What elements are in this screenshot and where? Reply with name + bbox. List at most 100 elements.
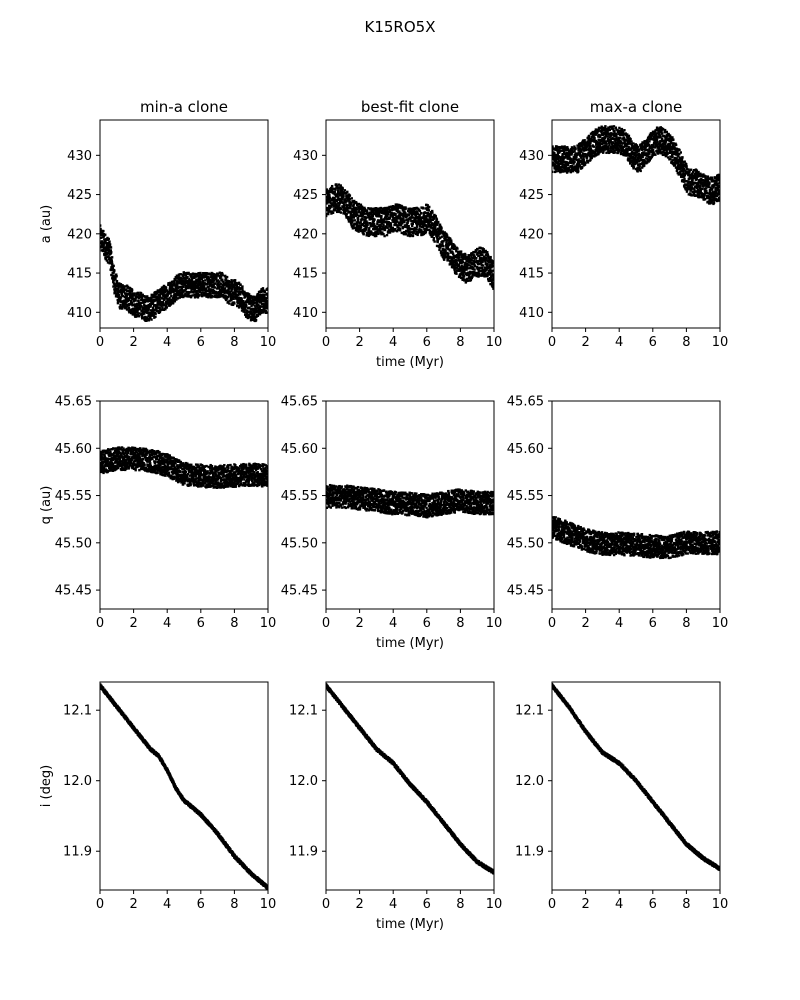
data-point bbox=[640, 146, 644, 150]
data-point bbox=[442, 245, 445, 248]
data-point bbox=[326, 189, 329, 192]
data-point bbox=[114, 295, 118, 298]
data-point bbox=[252, 298, 256, 302]
data-point bbox=[358, 205, 361, 208]
data-point bbox=[364, 212, 367, 215]
data-point bbox=[596, 147, 599, 150]
data-point bbox=[238, 293, 242, 296]
data-point bbox=[220, 287, 223, 290]
data-point bbox=[436, 221, 440, 224]
data-point bbox=[251, 303, 255, 306]
data-point bbox=[197, 277, 200, 281]
data-point bbox=[445, 234, 449, 237]
data-point bbox=[634, 159, 638, 163]
data-point bbox=[462, 253, 465, 256]
data-point bbox=[396, 209, 399, 212]
data-point bbox=[587, 152, 590, 156]
data-point bbox=[420, 216, 423, 219]
data-point bbox=[596, 129, 600, 133]
data-point bbox=[121, 304, 125, 308]
data-point bbox=[483, 275, 486, 278]
data-point bbox=[108, 240, 111, 243]
data-point bbox=[442, 233, 445, 236]
data-point bbox=[177, 274, 180, 278]
data-point bbox=[651, 134, 654, 137]
data-point bbox=[492, 261, 494, 265]
data-point bbox=[553, 147, 556, 150]
data-point bbox=[175, 298, 178, 301]
data-point bbox=[394, 220, 398, 224]
data-point bbox=[175, 274, 179, 277]
x-tick-label: 4 bbox=[389, 335, 397, 350]
data-point bbox=[407, 213, 411, 217]
data-point bbox=[384, 215, 388, 218]
data-point bbox=[606, 130, 609, 133]
data-point bbox=[397, 221, 401, 225]
data-point bbox=[152, 307, 155, 310]
data-point bbox=[570, 158, 573, 161]
data-point bbox=[386, 214, 389, 218]
data-point bbox=[645, 144, 649, 148]
data-point bbox=[112, 278, 116, 282]
data-point bbox=[612, 147, 615, 151]
data-point bbox=[329, 205, 333, 208]
data-point bbox=[183, 294, 187, 297]
data-point bbox=[584, 161, 587, 165]
data-point bbox=[598, 141, 602, 145]
data-point bbox=[412, 231, 415, 235]
data-point bbox=[201, 291, 205, 294]
data-point bbox=[649, 136, 653, 139]
data-point bbox=[418, 215, 421, 219]
data-point bbox=[344, 201, 347, 204]
data-point bbox=[365, 228, 368, 231]
data-point bbox=[112, 264, 115, 268]
data-point bbox=[368, 212, 371, 216]
data-point bbox=[576, 160, 580, 163]
data-point bbox=[192, 285, 196, 288]
data-point bbox=[340, 199, 343, 203]
data-point bbox=[111, 267, 115, 270]
data-point bbox=[490, 271, 493, 274]
data-point bbox=[375, 228, 378, 231]
data-point bbox=[638, 165, 641, 168]
data-point bbox=[487, 269, 491, 273]
data-point bbox=[591, 152, 595, 155]
data-point bbox=[369, 222, 372, 225]
data-point bbox=[172, 284, 176, 287]
data-point bbox=[112, 274, 115, 278]
data-point bbox=[219, 282, 222, 285]
data-point bbox=[429, 224, 432, 227]
data-point bbox=[109, 249, 113, 252]
data-point bbox=[670, 142, 673, 145]
data-point bbox=[164, 286, 168, 289]
data-point bbox=[430, 235, 434, 238]
data-point bbox=[644, 143, 648, 146]
data-point bbox=[583, 141, 586, 144]
data-point bbox=[347, 220, 351, 223]
data-point bbox=[615, 135, 618, 139]
data-point bbox=[579, 148, 582, 151]
data-point bbox=[488, 273, 491, 276]
data-point bbox=[201, 294, 204, 297]
data-point bbox=[347, 211, 350, 214]
data-point bbox=[620, 140, 623, 143]
data-point bbox=[349, 201, 353, 205]
data-point bbox=[654, 146, 657, 149]
data-point bbox=[180, 287, 184, 291]
data-point bbox=[187, 293, 190, 296]
data-point bbox=[573, 145, 576, 148]
data-point bbox=[133, 314, 137, 317]
data-point bbox=[488, 279, 492, 282]
data-point bbox=[640, 166, 644, 169]
data-point bbox=[671, 152, 674, 156]
data-point bbox=[151, 302, 155, 306]
data-point bbox=[247, 313, 251, 317]
data-point bbox=[582, 158, 585, 162]
data-point bbox=[185, 277, 189, 280]
data-point bbox=[467, 264, 470, 267]
data-point bbox=[198, 294, 201, 297]
data-point bbox=[484, 250, 487, 253]
data-point bbox=[552, 161, 555, 164]
data-point bbox=[114, 286, 117, 290]
data-point bbox=[462, 274, 466, 278]
